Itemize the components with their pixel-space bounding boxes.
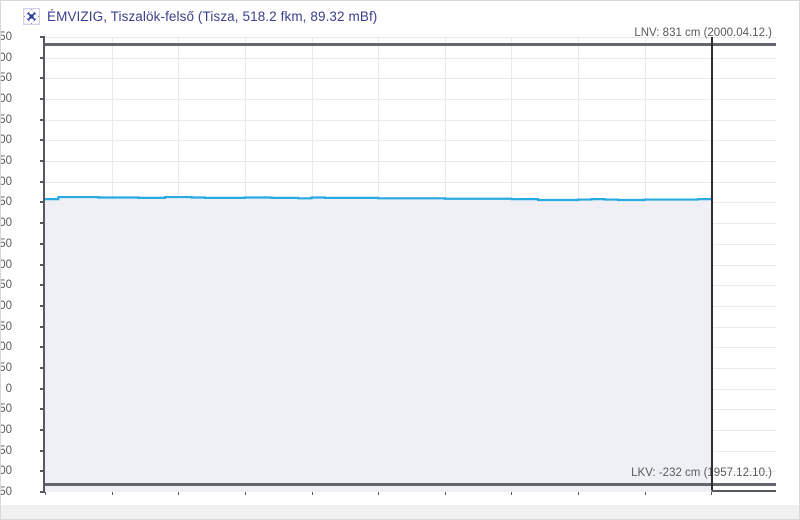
y-tick-label: 100 (0, 341, 12, 354)
y-gridline (45, 140, 776, 142)
water-level-series (45, 195, 713, 492)
y-tick-mark (40, 346, 45, 349)
x-tick-mark (644, 490, 646, 495)
y-gridline (45, 99, 776, 101)
lkv-reference-line: LKV: -232 cm (1957.12.10.) (45, 467, 776, 487)
y-tick-mark (40, 263, 45, 266)
y-tick-label: 150 (0, 320, 12, 333)
x-tick-mark (311, 490, 313, 495)
x-tick-mark (244, 490, 246, 495)
x-tick-mark (511, 490, 513, 495)
y-gridline (45, 78, 776, 80)
y-tick-mark (40, 160, 45, 163)
y-tick-mark (40, 98, 45, 101)
series-area-fill (45, 197, 712, 492)
y-tick-mark (40, 428, 45, 431)
y-tick-mark (40, 56, 45, 59)
lnv-reference-label: LNV: 831 cm (2000.04.12.) (634, 27, 772, 40)
x-tick-mark (111, 490, 113, 495)
y-tick-mark (40, 304, 45, 307)
current-time-marker-line (711, 37, 713, 490)
y-tick-label: 750 (0, 72, 12, 85)
y-tick-label: 550 (0, 155, 12, 168)
y-tick-label: -150 (0, 444, 12, 457)
y-tick-label: 300 (0, 258, 12, 271)
y-tick-mark (40, 408, 45, 411)
y-tick-label: 350 (0, 237, 12, 250)
lkv-reference-label: LKV: -232 cm (1957.12.10.) (631, 467, 772, 480)
y-gridline (45, 37, 776, 38)
plot-area: 8508007507006506005505004504003503002502… (1, 27, 776, 519)
y-tick-label: 800 (0, 51, 12, 64)
y-tick-mark (40, 284, 45, 287)
x-tick-mark (444, 490, 446, 495)
chart-canvas: 8508007507006506005505004504003503002502… (1, 27, 799, 519)
y-tick-label: 700 (0, 93, 12, 106)
y-tick-label: -200 (0, 465, 12, 478)
y-tick-label: 600 (0, 134, 12, 147)
y-tick-mark (40, 366, 45, 369)
x-tick-mark (45, 490, 46, 495)
y-tick-mark (40, 118, 45, 121)
y-tick-mark (40, 139, 45, 142)
x-tick-mark (578, 490, 580, 495)
chart-header: ÉMVIZIG, Tiszalök-felső (Tisza, 518.2 fk… (1, 1, 799, 31)
y-tick-mark (40, 201, 45, 204)
x-tick-mark (378, 490, 380, 495)
y-tick-mark (40, 470, 45, 473)
y-tick-label: 400 (0, 217, 12, 230)
y-tick-label: 200 (0, 299, 12, 312)
y-tick-mark (40, 77, 45, 80)
y-tick-label: 500 (0, 175, 12, 188)
y-tick-mark (40, 387, 45, 390)
y-tick-mark (40, 491, 45, 493)
x-tick-mark (711, 490, 713, 495)
series-line (45, 195, 713, 202)
y-tick-label: 650 (0, 113, 12, 126)
footer-strip (1, 505, 799, 519)
y-tick-mark (40, 325, 45, 328)
y-gridline (45, 161, 776, 163)
y-tick-label: 0 (5, 382, 12, 395)
y-tick-mark (40, 242, 45, 245)
y-tick-mark (40, 36, 45, 38)
y-tick-label: -100 (0, 423, 12, 436)
x-tick-mark (178, 490, 180, 495)
y-tick-mark (40, 180, 45, 183)
y-tick-label: 50 (0, 361, 12, 374)
y-tick-label: -250 (0, 486, 12, 498)
y-gridline (45, 57, 776, 59)
y-tick-label: -50 (0, 403, 12, 416)
y-gridline (45, 181, 776, 183)
y-tick-mark (40, 222, 45, 225)
y-tick-label: 850 (0, 31, 12, 43)
y-tick-label: 450 (0, 196, 12, 209)
y-gridline (45, 119, 776, 121)
y-tick-mark (40, 449, 45, 452)
lnv-reference-line: LNV: 831 cm (2000.04.12.) (45, 27, 776, 47)
emvizig-diamond-logo-icon (23, 7, 40, 25)
page-title: ÉMVIZIG, Tiszalök-felső (Tisza, 518.2 fk… (47, 8, 378, 24)
y-tick-label: 250 (0, 279, 12, 292)
